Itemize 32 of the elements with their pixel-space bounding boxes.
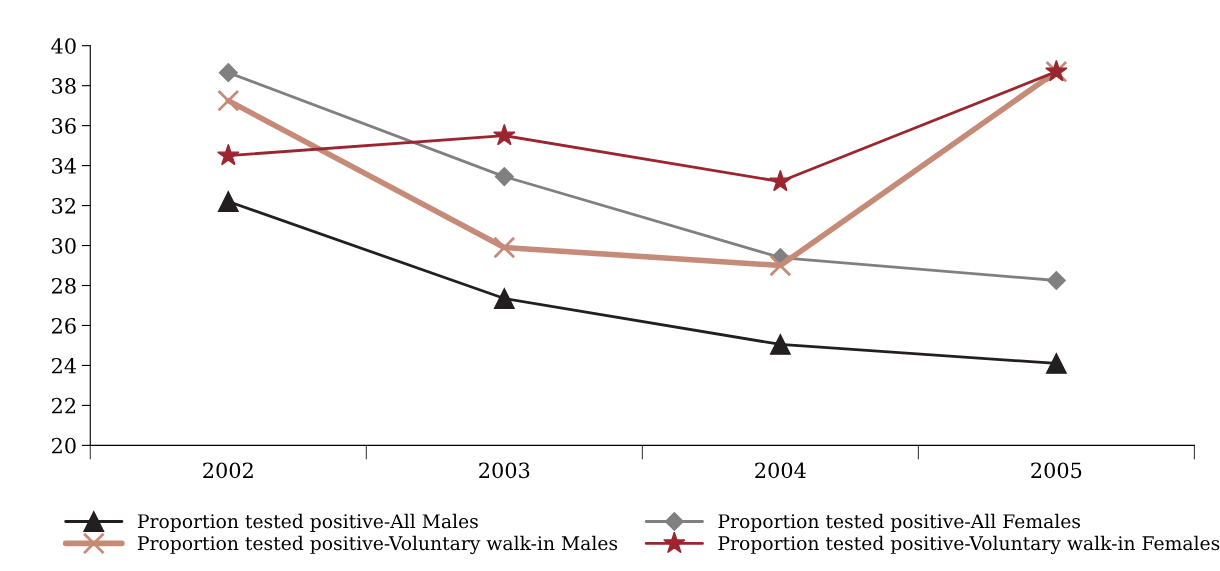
- x-tick-label: 2002: [203, 462, 253, 479]
- point: [1045, 353, 1067, 374]
- x-tick-label: 2003: [479, 462, 530, 479]
- y-tick-label: 40: [51, 38, 76, 54]
- point: [218, 63, 238, 83]
- x-tick-label: 2004: [755, 462, 806, 479]
- y-tick-label: 20: [51, 437, 76, 454]
- legend-label: Proportion tested positive-Voluntary walk-in Females: [718, 535, 1220, 555]
- point: [217, 89, 240, 112]
- y-tick-label: 36: [52, 118, 76, 134]
- x-tick-label: 2005: [1031, 462, 1082, 479]
- point: [493, 123, 516, 146]
- y-tick-label: 30: [52, 237, 76, 254]
- point: [1046, 270, 1066, 291]
- point: [769, 254, 792, 277]
- point: [217, 191, 239, 212]
- y-tick-label: 38: [52, 78, 76, 94]
- legend-label: Proportion tested positive-All Females: [718, 513, 1081, 532]
- y-tick-label: 22: [51, 397, 76, 414]
- point: [493, 236, 516, 259]
- point: [769, 334, 791, 355]
- y-tick-label: 24: [51, 357, 77, 374]
- legend-label: Proportion tested positive-Voluntary walk-in Males: [137, 535, 618, 555]
- y-tick-label: 28: [51, 277, 76, 294]
- point: [494, 167, 514, 187]
- legend-label: Proportion tested positive-All Males: [137, 513, 478, 532]
- point: [769, 169, 792, 192]
- y-tick-label: 26: [51, 317, 76, 334]
- y-tick-label: 32: [52, 198, 76, 214]
- y-tick-label: 34: [52, 158, 77, 174]
- point: [493, 288, 515, 309]
- point: [217, 143, 240, 166]
